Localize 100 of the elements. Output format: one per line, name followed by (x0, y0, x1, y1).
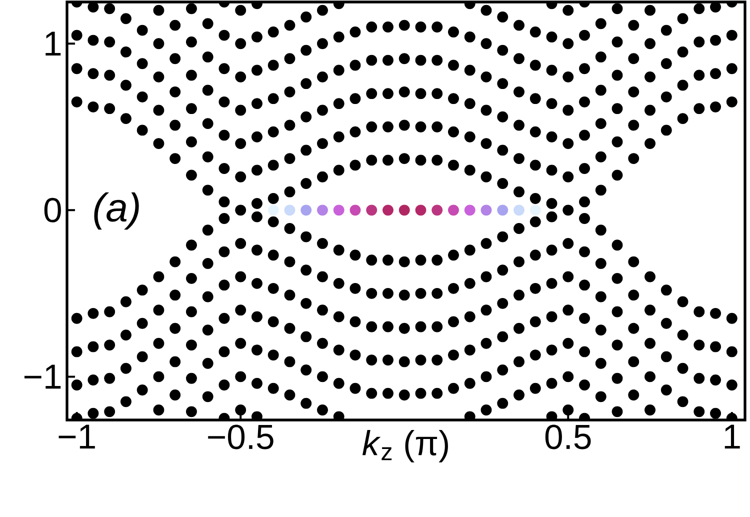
point (612, 240, 623, 251)
point (218, 96, 230, 108)
point (170, 290, 181, 301)
point (350, 93, 361, 104)
point (660, 124, 672, 136)
point (186, 372, 197, 384)
point (612, 272, 623, 284)
point (415, 254, 426, 266)
point (104, 306, 116, 318)
point (252, 244, 262, 256)
point (448, 204, 459, 216)
point (268, 282, 279, 294)
point (350, 316, 361, 328)
point (300, 331, 312, 342)
point (530, 193, 541, 204)
point (153, 271, 164, 282)
point (366, 288, 378, 299)
point (284, 120, 296, 131)
point (104, 340, 116, 351)
point (432, 22, 443, 32)
point (514, 256, 524, 268)
point (350, 350, 361, 361)
point (677, 13, 688, 24)
point (218, 280, 230, 291)
point (218, 130, 230, 141)
point (530, 350, 541, 361)
point (432, 54, 443, 66)
point (579, 63, 590, 74)
point (660, 91, 672, 102)
point (710, 308, 721, 319)
point (579, 196, 590, 208)
point (497, 78, 508, 90)
point (202, 184, 214, 196)
x-tick-label: −0.5 (208, 424, 274, 450)
point (464, 98, 476, 110)
point (252, 198, 262, 209)
point (546, 311, 558, 322)
point (235, 71, 246, 82)
point (464, 244, 476, 256)
point (514, 86, 524, 98)
point (562, 304, 574, 316)
point (595, 118, 606, 130)
point (382, 388, 394, 399)
point (284, 204, 296, 216)
point (235, 371, 246, 382)
point (218, 213, 230, 224)
point (546, 98, 558, 110)
point (186, 340, 197, 351)
point (333, 98, 344, 110)
point (136, 91, 148, 102)
point (562, 138, 574, 150)
point (317, 371, 328, 382)
point (350, 282, 361, 294)
point (170, 20, 181, 31)
point (628, 20, 640, 31)
point (514, 223, 524, 234)
annotation: (a) (94, 192, 139, 230)
point (546, 278, 558, 289)
point (612, 103, 623, 114)
point (170, 356, 181, 368)
point (448, 126, 459, 138)
point (300, 231, 312, 242)
point (235, 271, 246, 282)
point (300, 44, 312, 56)
point (497, 298, 508, 309)
point (628, 322, 640, 334)
point (432, 121, 443, 132)
y-tick-label: −1 (24, 364, 61, 389)
point (284, 153, 296, 164)
point (677, 113, 688, 124)
point (153, 104, 164, 116)
point (546, 31, 558, 42)
point (612, 340, 623, 351)
point (660, 24, 672, 36)
point (398, 390, 410, 400)
point (612, 36, 623, 48)
point (136, 351, 148, 362)
point (366, 54, 378, 66)
point (628, 120, 640, 131)
point (235, 304, 246, 316)
point (333, 164, 344, 176)
point (595, 224, 606, 236)
point (448, 316, 459, 328)
point (300, 12, 312, 22)
point (366, 22, 378, 32)
point (595, 391, 606, 402)
point (530, 204, 541, 216)
point (268, 382, 279, 394)
point (104, 36, 116, 48)
point (677, 80, 688, 91)
point (432, 354, 443, 366)
point (317, 171, 328, 182)
point (694, 103, 705, 114)
point (710, 374, 721, 386)
point (88, 68, 99, 80)
point (350, 60, 361, 71)
point (710, 68, 721, 80)
point (497, 398, 508, 409)
point (170, 322, 181, 334)
point (104, 70, 116, 81)
